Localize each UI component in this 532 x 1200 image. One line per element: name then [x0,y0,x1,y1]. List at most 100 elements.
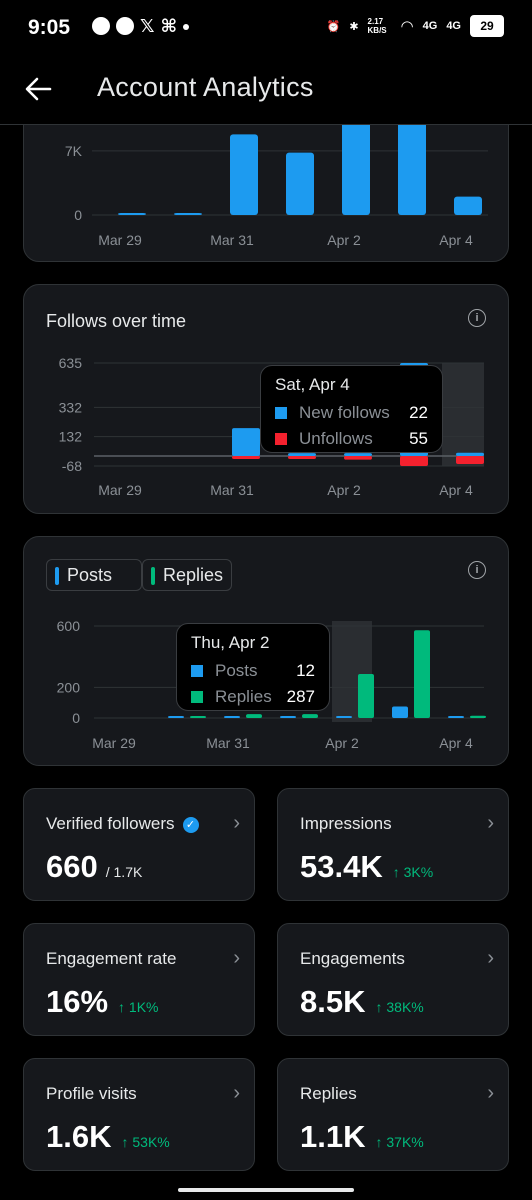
metric-label: Engagements [300,949,405,968]
metric-delta: ↑ 53K% [121,1134,170,1150]
y-tick-label: 132 [59,429,83,445]
highlight-band [442,363,484,466]
bar-posts-apr-1 [280,716,296,718]
alarm-icon: ⏰ [326,20,341,33]
x-tick-label: Mar 31 [206,735,250,751]
bar-new-follows-mar-31 [232,428,260,456]
chevron-right-icon: › [487,812,494,834]
green-swatch [191,691,203,703]
chevron-right-icon: › [233,1082,240,1104]
tooltip-date: Sat, Apr 4 [275,375,350,394]
metric-impressions[interactable]: Impressions › 53.4K ↑ 3K% [277,788,509,901]
chip-label: Replies [163,565,224,585]
bar-new-follows-apr-4 [456,452,484,456]
bar-replies-apr-1 [302,714,318,718]
chip-color-bar [55,567,59,585]
posts-replies-bar-chart[interactable]: 600 200 0 Mar 29 Mar 31 Apr 2 Apr 4 [24,537,510,767]
tooltip-label: New follows [299,403,390,422]
metric-label: Impressions [300,814,392,833]
y-tick-label: 600 [57,618,81,634]
tooltip-value: 22 [409,403,428,422]
chevron-right-icon: › [233,947,240,969]
bar-unfollows-apr-3 [400,456,428,466]
metric-value: 1.1K ↑ 37K% [300,1119,424,1154]
y-tick-label: 635 [59,355,83,371]
tooltip-row-new: New follows 22 [275,403,428,423]
gesture-nav-handle[interactable] [178,1188,354,1192]
messenger-icon [92,17,110,35]
replies-chip[interactable]: Replies [142,559,232,591]
bar-unfollows-apr-4 [456,456,484,465]
y-tick-label: 0 [74,207,82,223]
follows-over-time-card: Follows over time i 635 332 132 -68 Mar 29 Ma… [23,284,509,514]
bar-mar-30 [174,213,202,215]
red-swatch [275,433,287,445]
blue-swatch [275,407,287,419]
tooltip-row-posts: Posts 12 [191,661,315,681]
more-notifications-dot [183,24,190,30]
network-speed: 2.17 KB/S [367,17,387,35]
bluetooth-icon: ✱ [349,20,359,33]
metric-value: 8.5K ↑ 38K% [300,984,424,1019]
metric-verified-followers[interactable]: Verified followers ✓ › 660/ 1.7K [23,788,255,901]
status-time: 9:05 [28,16,71,39]
bar-replies-mar-31 [246,714,262,718]
x-tick-label: Mar 31 [210,232,254,248]
back-arrow-icon[interactable] [24,75,52,103]
x-tick-label: Apr 2 [327,232,361,248]
bar-apr-4 [454,196,482,215]
verified-badge-icon: ✓ [182,817,199,833]
bar-replies-mar-30 [190,716,206,718]
battery-icon: 29 [470,15,504,37]
chevron-right-icon: › [487,947,494,969]
chevron-right-icon: › [233,812,240,834]
bar-posts-apr-4 [448,716,464,718]
tooltip-label: Posts [215,661,258,680]
signal-1: 4G [422,20,438,32]
x-tick-label: Mar 29 [92,735,136,751]
tooltip-date: Thu, Apr 2 [191,633,270,652]
x-tick-label: Apr 2 [327,482,361,498]
metric-engagement-rate[interactable]: Engagement rate › 16% ↑ 1K% [23,923,255,1036]
posts-chip[interactable]: Posts [46,559,142,591]
y-tick-label: 7K [65,143,83,159]
x-tick-label: Mar 31 [210,482,254,498]
bar-posts-apr-3 [392,706,408,718]
app-header: Account Analytics [0,58,532,125]
y-tick-label: -68 [62,458,82,474]
chip-label: Posts [67,565,113,585]
metric-value: 1.6K ↑ 53K% [46,1119,170,1154]
x-tick-label: Apr 4 [439,735,473,751]
bar-replies-apr-2 [358,673,374,718]
metric-replies[interactable]: Replies › 1.1K ↑ 37K% [277,1058,509,1171]
tooltip-row-replies: Replies 287 [191,687,315,707]
x-tick-label: Apr 4 [439,482,473,498]
wifi-icon: ◠ [400,18,414,35]
chart-tooltip: Thu, Apr 2 Posts 12 Replies 287 [176,623,330,711]
page-title: Account Analytics [97,72,314,102]
metric-value: 660/ 1.7K [46,849,143,884]
metric-value: 16% ↑ 1K% [46,984,159,1019]
metric-delta: ↑ 1K% [118,999,159,1015]
posts-replies-card: Posts Replies i 600 200 0 Mar 29 Mar 31 Apr 2… [23,536,509,766]
metric-profile-visits[interactable]: Profile visits › 1.6K ↑ 53K% [23,1058,255,1171]
x-tick-label: Apr 4 [439,232,473,248]
info-icon[interactable]: i [468,309,486,327]
x-app-icon: 𝕏 [140,16,155,36]
capcut-icon: ⌘ [160,16,178,36]
signal-2: 4G [446,20,461,32]
tooltip-label: Replies [215,687,272,706]
chip-color-bar [151,567,155,585]
whatsapp-icon [116,17,134,35]
metric-label: Replies [300,1084,357,1103]
metric-engagements[interactable]: Engagements › 8.5K ↑ 38K% [277,923,509,1036]
impressions-chart-card: 7K 0 Mar 29 Mar 31 Apr 2 Apr 4 [23,97,509,262]
info-icon[interactable]: i [468,561,486,579]
tooltip-value: 12 [296,661,315,680]
bar-apr-2 [342,115,370,215]
y-tick-label: 200 [57,679,81,695]
metric-value: 53.4K ↑ 3K% [300,849,434,884]
bar-apr-3 [398,97,426,215]
top-bar-chart: 7K 0 Mar 29 Mar 31 Apr 2 Apr 4 [65,97,488,248]
metric-sub: / 1.7K [105,864,143,880]
